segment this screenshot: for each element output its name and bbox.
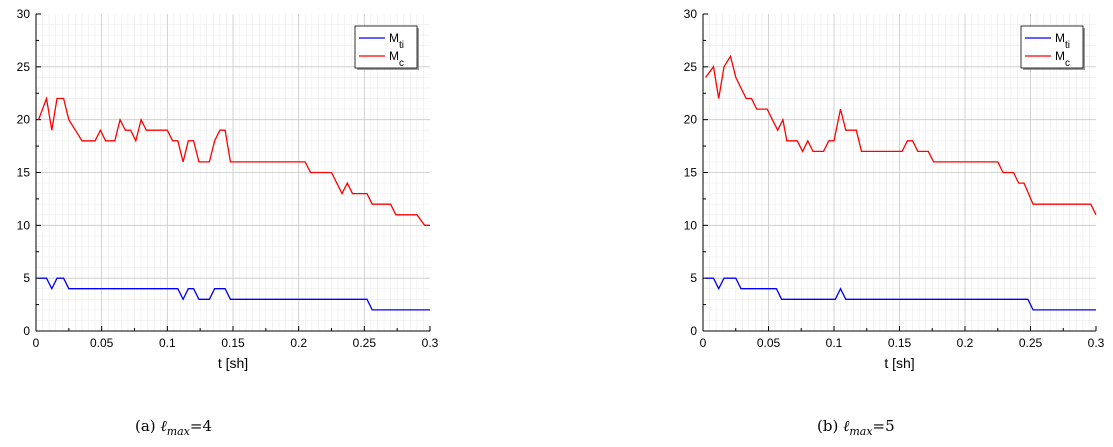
legend-box	[354, 25, 418, 69]
y-tick-label: 5	[23, 271, 30, 285]
y-tick-label: 20	[17, 113, 31, 127]
caption-b-prefix: (b)	[817, 417, 839, 435]
x-tick-label: 0.1	[159, 336, 176, 350]
y-tick-label: 20	[684, 113, 698, 127]
x-tick-label: 0.3	[1088, 336, 1105, 350]
x-tick-label: 0.1	[826, 336, 843, 350]
legend-entry-Mc: Mc	[1055, 49, 1070, 69]
x-tick-label: 0.25	[353, 336, 377, 350]
x-tick-label: 0.2	[957, 336, 974, 350]
series-line-Mti	[38, 277, 430, 311]
caption-b: (b) ℓmax=5	[817, 417, 895, 438]
y-tick-label: 10	[17, 218, 31, 232]
x-tick-label: 0.05	[90, 336, 114, 350]
chart-b: 0 0.05 0.1 0.15 0.2 0.25 0.3 0 5 10 15 20 25 30 t [sh]…	[684, 7, 1105, 371]
caption-b-value: =5	[872, 417, 895, 435]
y-tick-label: 10	[684, 218, 698, 232]
caption-a-value: =4	[189, 417, 213, 435]
y-tick-label: 30	[684, 7, 698, 21]
caption-b-symbol: ℓ	[843, 417, 850, 435]
legend-box	[1020, 25, 1084, 69]
caption-a-symbol: ℓ	[160, 417, 167, 435]
caption-a-sub: max	[166, 425, 190, 438]
y-tick-label: 15	[684, 166, 698, 180]
caption-a-prefix: (a)	[135, 417, 156, 435]
y-tick-label: 25	[684, 60, 698, 74]
legend-entry-Mti: Mti	[389, 31, 404, 51]
x-tick-label: 0.2	[290, 336, 307, 350]
y-tick-label: 0	[690, 324, 697, 338]
x-tick-label: 0.25	[1019, 336, 1043, 350]
caption-a: (a) ℓmax=4	[135, 417, 212, 438]
x-tick-label: 0.15	[888, 336, 912, 350]
y-tick-label: 25	[17, 60, 31, 74]
caption-b-sub: max	[849, 425, 873, 438]
x-tick-label: 0.3	[422, 336, 439, 350]
x-tick-label: 0.15	[221, 336, 245, 350]
series-line-Mc	[37, 95, 430, 226]
x-axis-label: t [sh]	[884, 355, 914, 371]
x-axis-label: t [sh]	[218, 355, 248, 371]
legend-entry-Mc: Mc	[389, 49, 404, 69]
series-line-Mti	[705, 277, 1096, 311]
y-tick-label: 5	[690, 271, 697, 285]
chart-a: 0 0.05 0.1 0.15 0.2 0.25 0.3 0 5 10 15 20 25 30 t [sh]…	[17, 7, 439, 371]
y-tick-label: 0	[23, 324, 30, 338]
legend-entry-Mti: Mti	[1055, 31, 1070, 51]
x-tick-label: 0	[700, 336, 707, 350]
x-tick-label: 0.05	[757, 336, 781, 350]
y-tick-label: 15	[17, 166, 31, 180]
x-tick-label: 0	[33, 336, 40, 350]
series-line-Mc	[705, 54, 1097, 216]
y-tick-label: 30	[17, 7, 31, 21]
